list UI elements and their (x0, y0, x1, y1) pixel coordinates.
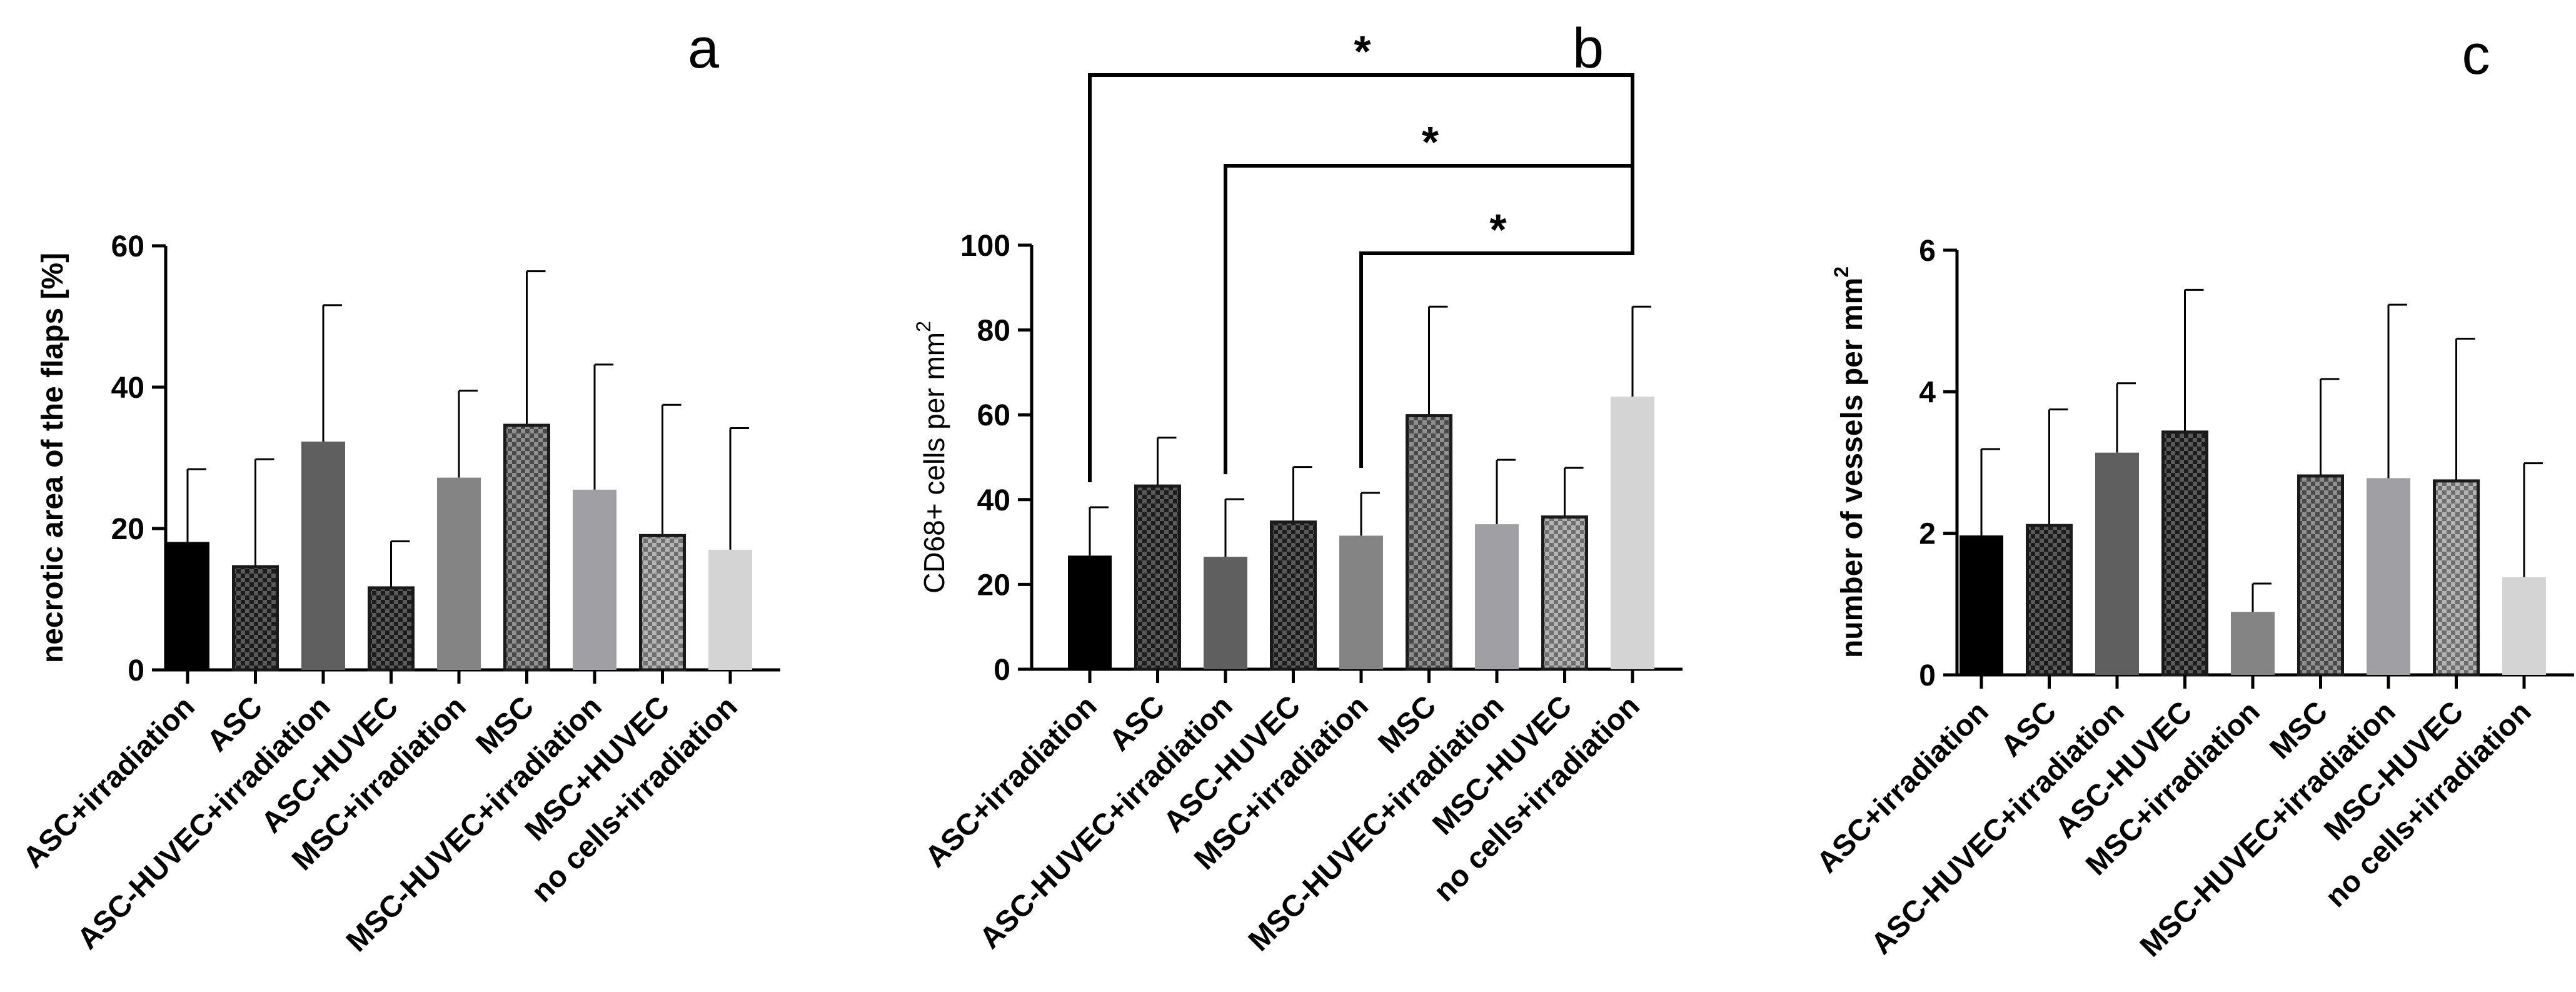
y-axis-title: CD68+ cells per mm2 (912, 321, 950, 594)
y-tick-label: 4 (1919, 376, 1936, 409)
bar (2297, 474, 2344, 677)
category-label: ASC-HUVEC+irradiation (71, 690, 337, 956)
bar (708, 549, 752, 670)
bar (368, 586, 415, 672)
panel-letter: c (2462, 24, 2490, 86)
bar (232, 565, 279, 672)
bar (2231, 612, 2275, 675)
y-axis-title-superscript: 2 (1830, 266, 1853, 278)
bar (1068, 555, 1112, 669)
bar (1960, 535, 2003, 675)
significance-star: * (1422, 118, 1439, 166)
bar (1541, 515, 1588, 671)
y-tick-label: 20 (111, 513, 144, 546)
panel-letter: a (688, 18, 720, 80)
bar (1339, 535, 1383, 669)
bar (1475, 524, 1519, 669)
y-tick-label: 0 (1919, 659, 1936, 692)
bar (2367, 478, 2410, 675)
y-tick-label: 40 (977, 484, 1010, 517)
category-label: ASC-HUVEC+irradiation (1865, 695, 2131, 961)
bar (166, 542, 209, 670)
y-tick-label: 40 (111, 372, 144, 405)
significance-star: * (1489, 205, 1507, 254)
bar (573, 489, 616, 670)
y-axis-title: necrotic area of the flaps [%] (36, 253, 69, 663)
panel-a: a 0 20 40 60 necrotic area of the flaps [%]AS… (17, 18, 780, 958)
bar (2502, 577, 2546, 675)
y-axis-title: number of vessels per mm2 (1830, 266, 1869, 658)
y-tick-label: 0 (994, 654, 1010, 687)
bar (1406, 414, 1452, 671)
y-tick-label: 0 (128, 654, 144, 687)
y-tick-label: 2 (1919, 518, 1936, 551)
y-tick-label: 80 (977, 315, 1010, 348)
bar (437, 477, 481, 670)
bar (2161, 430, 2208, 677)
panel-letter: b (1572, 18, 1604, 80)
bar (1134, 484, 1181, 671)
y-tick-label: 20 (977, 569, 1010, 602)
significance-star: * (1354, 27, 1371, 76)
y-axis-title-superscript: 2 (912, 321, 935, 332)
bar (2433, 479, 2480, 677)
y-tick-label: 6 (1919, 235, 1936, 268)
bar (2095, 452, 2139, 675)
significance-bracket (1359, 228, 1634, 468)
bar (1270, 520, 1317, 671)
significance-bracket (1224, 164, 1634, 475)
bar (1204, 557, 1247, 669)
bar (639, 534, 686, 672)
y-tick-label: 60 (111, 230, 144, 263)
bar (2026, 524, 2073, 677)
y-tick-label: 60 (977, 399, 1010, 432)
significance-bracket (1088, 73, 1634, 483)
category-label: ASC-HUVEC+irradiation (974, 689, 1239, 955)
bar (1611, 397, 1654, 669)
y-tick-label: 100 (960, 230, 1010, 263)
bar (301, 442, 345, 670)
bar (503, 423, 550, 672)
